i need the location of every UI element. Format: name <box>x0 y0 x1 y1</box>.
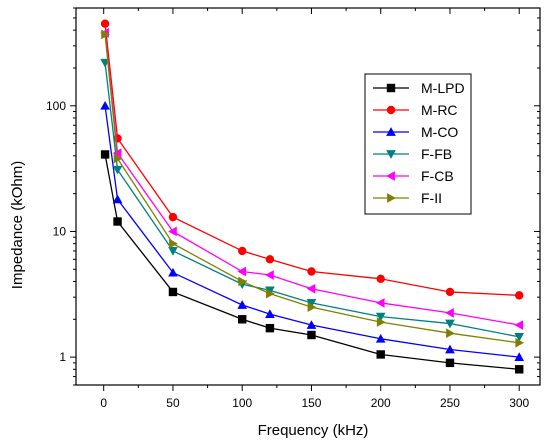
series-layer <box>100 19 525 374</box>
data-point-f-cb <box>306 283 316 294</box>
data-point-m-rc <box>238 246 247 256</box>
legend-marker-f-fb <box>386 150 396 159</box>
y-axis: 1 10 100 <box>46 7 540 386</box>
data-point-m-rc <box>515 291 524 300</box>
data-point-m-co <box>306 320 317 329</box>
legend-marker-m-co <box>386 127 396 136</box>
data-point-f-cb <box>445 308 454 318</box>
data-point-f-ii <box>446 328 455 339</box>
data-point-m-rc <box>265 255 275 264</box>
series-m-lpd <box>100 150 524 374</box>
data-point-f-ii <box>238 276 248 287</box>
y-tick-label: 1 <box>59 350 66 364</box>
data-point-f-fb <box>265 286 275 296</box>
legend-marker-f-cb <box>386 171 395 181</box>
legend-label-f-ii: F-II <box>421 190 442 206</box>
y-tick-label: 100 <box>46 99 66 113</box>
y-tick-label: 10 <box>53 224 67 238</box>
data-point-f-ii <box>113 153 123 164</box>
data-point-m-rc <box>376 274 385 283</box>
data-point-f-fb <box>168 247 178 256</box>
data-point-m-rc <box>445 287 455 297</box>
y-axis-title: Impedance (kOhm) <box>9 161 26 289</box>
data-point-f-cb <box>237 266 247 277</box>
legend-marker-m-lpd <box>386 83 396 93</box>
legend-label-m-lpd: M-LPD <box>421 80 465 96</box>
x-tick-label: 200 <box>371 396 391 410</box>
data-point-f-fb <box>514 332 525 342</box>
data-point-f-ii <box>307 302 317 312</box>
data-point-m-co <box>168 267 178 277</box>
data-point-f-fb <box>445 319 455 329</box>
data-point-f-cb <box>168 226 177 237</box>
legend-box <box>364 73 472 215</box>
legend: M-LPD M-RC M-CO F-FB F-CB F-II <box>364 73 472 215</box>
legend-label-m-rc: M-RC <box>421 102 458 118</box>
data-point-f-ii <box>515 337 525 348</box>
plot-frame <box>75 7 541 386</box>
data-point-m-lpd <box>515 365 524 374</box>
x-axis-title: Frequency (kHz) <box>258 422 369 439</box>
data-point-m-lpd <box>445 358 455 368</box>
data-point-f-cb <box>375 298 385 308</box>
data-point-m-rc <box>168 212 178 222</box>
data-point-m-co <box>514 352 525 361</box>
data-point-m-lpd <box>265 323 275 333</box>
legend-label-f-cb: F-CB <box>421 168 454 184</box>
x-tick-label: 300 <box>509 396 529 410</box>
data-point-m-lpd <box>113 217 122 226</box>
plot-border <box>75 7 541 386</box>
legend-marker-f-ii <box>387 193 396 203</box>
x-tick-label: 150 <box>301 396 321 410</box>
data-point-f-ii <box>101 29 110 40</box>
data-point-f-fb <box>375 312 386 322</box>
data-point-f-fb <box>112 165 123 175</box>
data-point-m-lpd <box>100 150 110 159</box>
data-point-m-co <box>112 194 123 204</box>
data-point-m-co <box>265 309 275 318</box>
data-point-m-rc <box>307 267 316 276</box>
x-tick-label: 0 <box>100 396 107 410</box>
x-tick-label: 50 <box>166 396 180 410</box>
data-point-f-ii <box>376 317 386 327</box>
data-point-m-co <box>100 100 110 110</box>
x-tick-label: 250 <box>440 396 460 410</box>
data-point-f-ii <box>266 288 275 299</box>
data-point-m-lpd <box>376 350 385 359</box>
data-point-f-cb <box>265 270 274 280</box>
data-point-m-rc <box>100 19 110 28</box>
legend-label-f-fb: F-FB <box>421 146 452 162</box>
data-point-m-co <box>375 333 386 343</box>
x-axis: 0 50 100 150 200 250 300 <box>100 8 530 410</box>
data-point-m-lpd <box>307 330 316 340</box>
legend-marker-m-rc <box>386 105 396 115</box>
data-point-m-lpd <box>168 287 178 297</box>
series-f-ii <box>101 29 525 348</box>
legend-label-m-co: M-CO <box>421 124 458 140</box>
data-point-m-co <box>445 344 455 354</box>
data-point-m-co <box>237 300 248 309</box>
data-point-f-ii <box>169 238 178 249</box>
series-m-co <box>100 100 525 361</box>
data-point-f-fb <box>306 299 317 308</box>
data-point-m-lpd <box>238 315 247 324</box>
data-point-f-cb <box>514 320 524 330</box>
x-tick-label: 100 <box>232 396 252 410</box>
